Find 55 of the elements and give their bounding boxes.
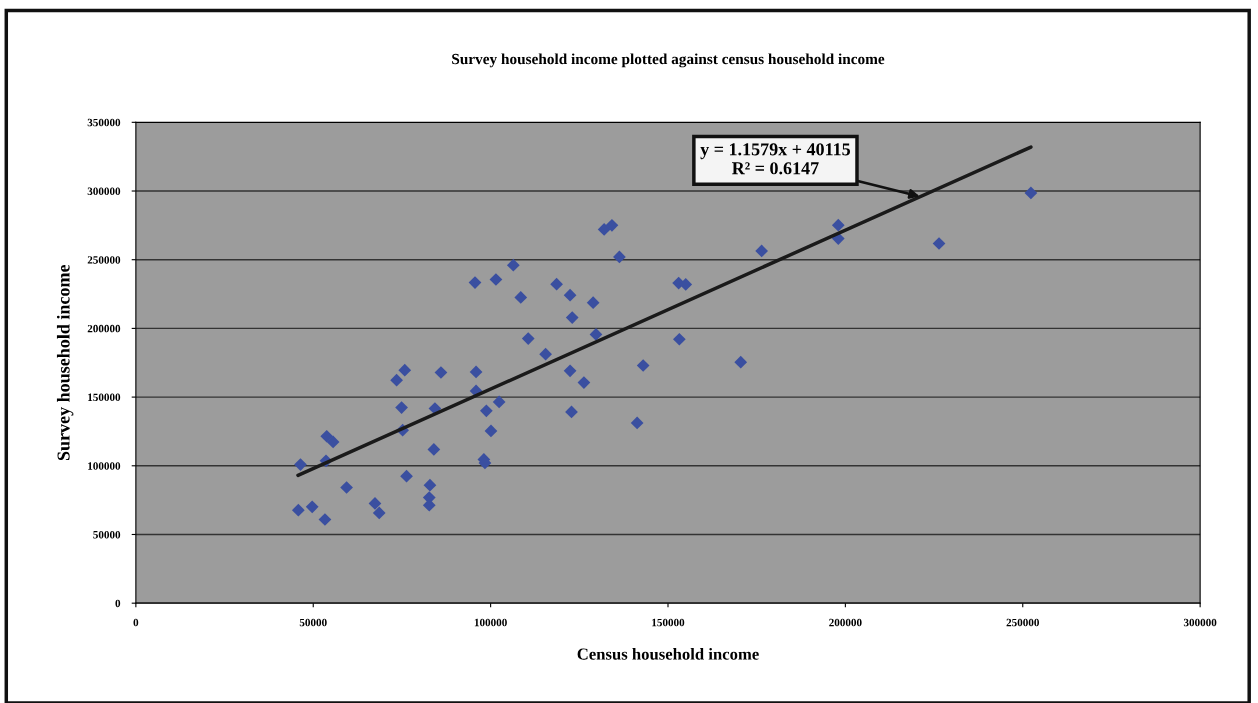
point — [563, 364, 577, 378]
point — [395, 401, 408, 414]
point — [831, 218, 845, 232]
point — [597, 223, 611, 236]
y-tick-label: 150000 — [88, 393, 121, 402]
point — [630, 416, 644, 430]
chart-title: Survey household income plotted against census household income — [452, 53, 885, 68]
x-tick-label: 300000 — [1183, 618, 1217, 627]
point — [506, 258, 520, 272]
point — [636, 359, 650, 372]
y-tick-label: 250000 — [87, 256, 121, 264]
point — [423, 478, 437, 492]
x-tick-label: 0 — [133, 618, 139, 627]
point — [672, 332, 686, 346]
point — [613, 250, 626, 264]
point — [586, 296, 600, 310]
y-tick-label: 50000 — [93, 530, 121, 539]
point — [679, 278, 693, 291]
point — [514, 291, 528, 304]
y-tick-label: 0 — [115, 599, 121, 608]
point — [390, 373, 403, 387]
x-tick-label: 150000 — [652, 618, 685, 627]
point — [400, 469, 413, 483]
y-tick-label: 300000 — [87, 187, 121, 195]
y-tick-label: 200000 — [87, 324, 121, 333]
point — [469, 365, 483, 379]
point — [1024, 186, 1038, 200]
point — [734, 355, 748, 369]
x-tick-label: 200000 — [829, 618, 862, 627]
x-axis-title: Census household income — [577, 647, 759, 660]
point — [427, 443, 441, 456]
point — [550, 277, 563, 291]
y-tick-label: 100000 — [88, 462, 121, 470]
annotation: y = 1.1579x + 40115 R² = 0.6147 — [700, 143, 851, 175]
point — [565, 311, 579, 324]
point — [539, 347, 552, 361]
point — [291, 503, 305, 517]
point — [492, 395, 506, 409]
point — [398, 363, 412, 377]
y-axis-title: Survey household income — [56, 264, 74, 461]
x-tick-label: 50000 — [299, 618, 327, 627]
x-tick-label: 250000 — [1006, 618, 1039, 627]
point — [755, 244, 769, 258]
x-tick-label: 100000 — [474, 618, 507, 627]
y-tick-label: 350000 — [87, 118, 121, 127]
point — [294, 458, 307, 471]
point — [484, 424, 498, 438]
point — [326, 435, 340, 449]
point — [521, 332, 535, 345]
point — [563, 288, 577, 302]
point — [340, 481, 353, 494]
point — [480, 404, 493, 418]
point — [372, 506, 386, 520]
point — [605, 219, 619, 232]
point — [305, 500, 319, 514]
